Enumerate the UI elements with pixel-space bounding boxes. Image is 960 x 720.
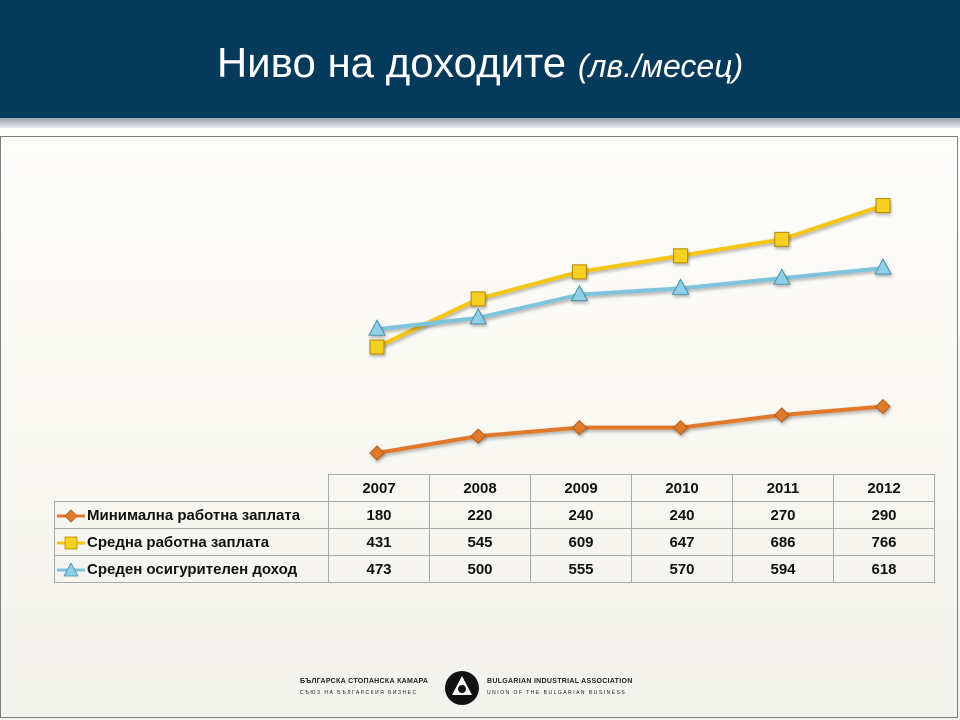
table-cell: 473 bbox=[328, 555, 430, 583]
table-cell: 618 bbox=[833, 555, 935, 583]
series-label: Средна работна заплата bbox=[54, 528, 329, 556]
table-cell: 220 bbox=[429, 501, 531, 529]
table-cell: 500 bbox=[429, 555, 531, 583]
triangle-marker-icon bbox=[57, 562, 85, 576]
table-row: Среден осигурителен доход 473 500 555 57… bbox=[54, 555, 935, 583]
data-point bbox=[571, 419, 588, 436]
series-label: Среден осигурителен доход bbox=[54, 555, 329, 583]
table-cell: 647 bbox=[631, 528, 733, 556]
org-name-bg: БЪЛГАРСКА СТОПАНСКА КАМАРА bbox=[300, 678, 429, 685]
data-point bbox=[368, 319, 386, 336]
table-cell: 686 bbox=[732, 528, 834, 556]
table-cell: 240 bbox=[530, 501, 632, 529]
data-point bbox=[369, 445, 385, 461]
table-cell: 545 bbox=[429, 528, 531, 556]
table-cell: 594 bbox=[732, 555, 834, 583]
year-header: 2008 bbox=[429, 474, 531, 502]
data-point bbox=[673, 248, 689, 264]
org-subtitle-en: UNION OF THE BULGARIAN BUSINESS bbox=[487, 690, 627, 696]
table-row: Средна работна заплата 431 545 609 647 6… bbox=[54, 528, 935, 556]
data-point bbox=[875, 198, 891, 214]
org-name-en: BULGARIAN INDUSTRIAL ASSOCIATION bbox=[487, 678, 633, 685]
data-point bbox=[875, 398, 891, 415]
table-row: Минимална работна заплата 180 220 240 24… bbox=[54, 501, 935, 529]
data-point bbox=[672, 419, 689, 436]
footer-logo: БЪЛГАРСКА СТОПАНСКА КАМАРА СЪЮЗ НА БЪЛГА… bbox=[282, 668, 642, 712]
data-point bbox=[470, 428, 486, 444]
title-bar-divider bbox=[0, 118, 960, 128]
diamond-marker-icon bbox=[57, 508, 85, 523]
year-header: 2009 bbox=[530, 474, 632, 502]
data-point bbox=[772, 268, 791, 285]
table-header-row: 2007 2008 2009 2010 2011 2012 bbox=[55, 474, 935, 502]
data-point bbox=[874, 258, 892, 275]
data-point bbox=[369, 339, 385, 355]
table-corner bbox=[55, 475, 329, 502]
title-unit: (лв./месец) bbox=[577, 48, 744, 84]
year-header: 2010 bbox=[631, 474, 733, 502]
table-cell: 555 bbox=[530, 555, 632, 583]
year-header: 2011 bbox=[732, 474, 834, 502]
series-name: Среден осигурителен доход bbox=[87, 560, 298, 578]
series-name: Минимална работна заплата bbox=[87, 506, 301, 524]
chart-panel bbox=[0, 136, 958, 718]
data-point bbox=[671, 278, 690, 295]
data-point bbox=[774, 407, 790, 423]
square-marker-icon bbox=[57, 536, 85, 549]
table-cell: 270 bbox=[732, 501, 834, 529]
association-logo-icon bbox=[445, 671, 479, 705]
data-point bbox=[470, 291, 486, 307]
data-point bbox=[571, 264, 587, 280]
series-line bbox=[376, 266, 884, 332]
data-point bbox=[774, 231, 790, 247]
series-name: Средна работна заплата bbox=[87, 533, 270, 551]
table-cell: 766 bbox=[833, 528, 935, 556]
table-cell: 570 bbox=[631, 555, 733, 583]
table-cell: 180 bbox=[328, 501, 430, 529]
data-table: 2007 2008 2009 2010 2011 2012 Минимална … bbox=[54, 474, 935, 583]
data-point bbox=[570, 284, 589, 302]
year-header: 2007 bbox=[328, 474, 430, 502]
page-title: Ниво на доходите (лв./месец) bbox=[0, 38, 960, 91]
title-text: Ниво на доходите bbox=[216, 39, 567, 86]
series-line bbox=[376, 404, 884, 455]
title-bar: Ниво на доходите (лв./месец) bbox=[0, 0, 960, 118]
table-cell: 609 bbox=[530, 528, 632, 556]
year-header: 2012 bbox=[833, 474, 935, 502]
series-line bbox=[376, 203, 884, 349]
table-cell: 290 bbox=[833, 501, 935, 529]
table-cell: 431 bbox=[328, 528, 430, 556]
org-subtitle-bg: СЪЮЗ НА БЪЛГАРСКИЯ БИЗНЕС bbox=[300, 690, 418, 696]
line-chart bbox=[368, 198, 892, 461]
data-point bbox=[469, 307, 488, 325]
table-cell: 240 bbox=[631, 501, 733, 529]
series-label: Минимална работна заплата bbox=[54, 501, 329, 529]
